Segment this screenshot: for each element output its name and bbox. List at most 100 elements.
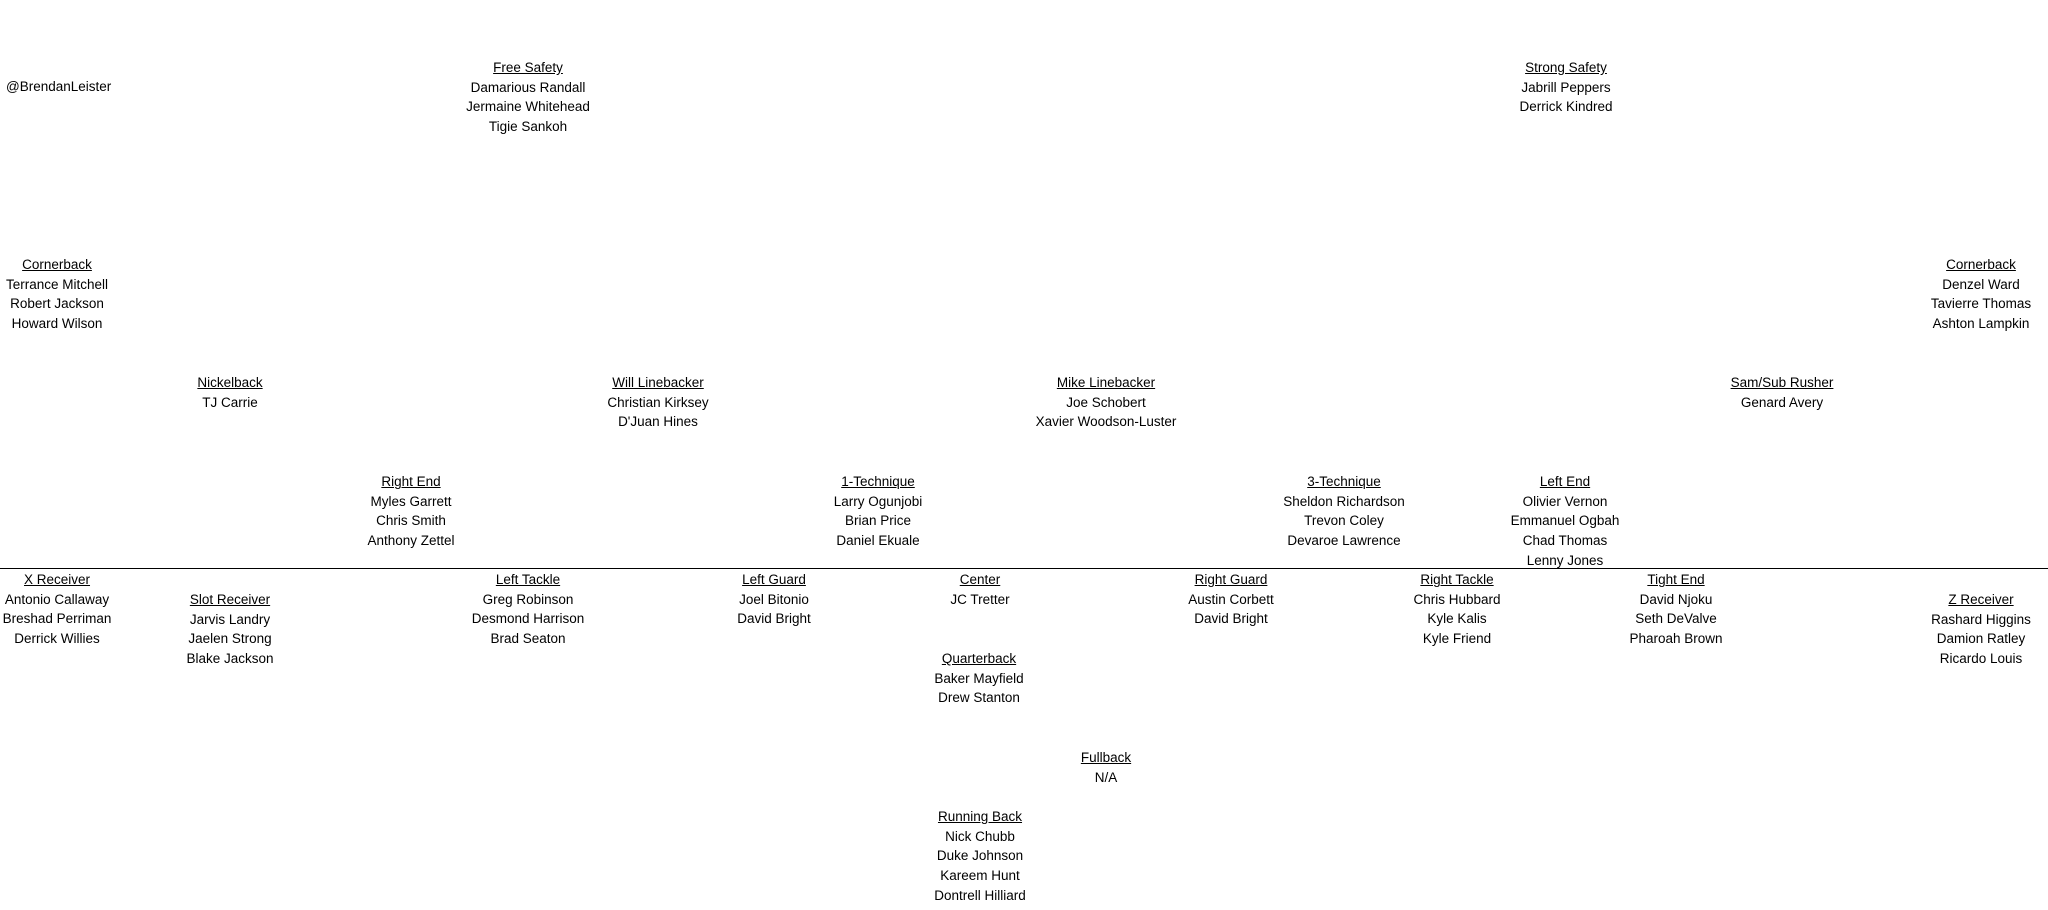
position-left-tackle: Left Tackle Greg Robinson Desmond Harris… — [408, 570, 648, 649]
player-name: Kyle Kalis — [1427, 611, 1487, 627]
player-name: Nick Chubb — [945, 828, 1015, 844]
position-title: Strong Safety — [1525, 60, 1607, 75]
player-name: Sheldon Richardson — [1283, 493, 1405, 509]
player-name: Dontrell Hilliard — [934, 887, 1026, 903]
position-1-technique: 1-Technique Larry Ogunjobi Brian Price D… — [758, 472, 998, 551]
player-name: Damion Ratley — [1936, 631, 2026, 647]
player-name: Joe Schobert — [1066, 394, 1146, 410]
player-name: Larry Ogunjobi — [833, 493, 923, 509]
player-name: Devaroe Lawrence — [1287, 533, 1401, 549]
player-name: Blake Jackson — [186, 651, 274, 667]
player-name: Emmanuel Ogbah — [1510, 513, 1620, 529]
player-name: Tigie Sankoh — [488, 119, 568, 135]
position-left-guard: Left Guard Joel Bitonio David Bright — [654, 570, 894, 629]
position-right-guard: Right Guard Austin Corbett David Bright — [1111, 570, 1351, 629]
position-title: Sam/Sub Rusher — [1730, 375, 1834, 390]
player-name: Chad Thomas — [1522, 533, 1608, 549]
position-will-linebacker: Will Linebacker Christian Kirksey D'Juan… — [538, 373, 778, 432]
player-name: D'Juan Hines — [618, 414, 698, 430]
position-running-back: Running Back Nick Chubb Duke Johnson Kar… — [860, 807, 1100, 906]
player-name: Antonio Callaway — [4, 591, 110, 607]
position-quarterback: Quarterback Baker Mayfield Drew Stanton — [859, 649, 1099, 708]
player-name: Myles Garrett — [370, 493, 452, 509]
player-name: Joel Bitonio — [739, 591, 809, 607]
player-name: Duke Johnson — [936, 848, 1024, 864]
position-title: 3-Technique — [1307, 474, 1381, 489]
player-name: Austin Corbett — [1188, 591, 1274, 607]
position-tight-end: Tight End David Njoku Seth DeValve Pharo… — [1556, 570, 1796, 649]
position-title: Left End — [1539, 474, 1591, 489]
player-name: Brad Seaton — [490, 631, 566, 647]
player-name: Genard Avery — [1740, 394, 1824, 410]
player-name: Christian Kirksey — [607, 394, 709, 410]
player-name: Tavierre Thomas — [1930, 296, 2032, 312]
player-name: Damarious Randall — [470, 79, 586, 95]
position-title: Free Safety — [493, 60, 563, 75]
player-name: Baker Mayfield — [934, 670, 1024, 686]
player-name: David Bright — [1194, 611, 1268, 627]
position-title: Mike Linebacker — [1056, 375, 1156, 390]
player-name: Chris Smith — [376, 513, 446, 529]
player-name: Derrick Kindred — [1519, 99, 1613, 115]
position-title: Slot Receiver — [189, 592, 271, 607]
position-nickelback: Nickelback TJ Carrie — [110, 373, 350, 412]
player-name: Seth DeValve — [1635, 611, 1717, 627]
position-title: Cornerback — [22, 257, 92, 272]
position-title: Right Tackle — [1420, 572, 1494, 587]
position-title: Cornerback — [1946, 257, 2016, 272]
player-name: Trevon Coley — [1304, 513, 1384, 529]
player-name: Desmond Harrison — [471, 611, 585, 627]
player-name: Daniel Ekuale — [836, 533, 920, 549]
position-title: X Receiver — [23, 572, 91, 587]
position-strong-safety: Strong Safety Jabrill Peppers Derrick Ki… — [1446, 58, 1686, 117]
player-name: Jermaine Whitehead — [466, 99, 590, 115]
player-name: Howard Wilson — [11, 316, 103, 332]
position-title: Center — [959, 572, 1001, 587]
player-name: Ricardo Louis — [1939, 651, 2023, 667]
player-name: Pharoah Brown — [1629, 631, 1723, 647]
position-3-technique: 3-Technique Sheldon Richardson Trevon Co… — [1224, 472, 1464, 551]
player-name: Denzel Ward — [1942, 276, 2020, 292]
player-name: David Bright — [737, 611, 811, 627]
position-free-safety: Free Safety Damarious Randall Jermaine W… — [408, 58, 648, 137]
position-title: Nickelback — [197, 375, 263, 390]
position-title: Right Guard — [1194, 572, 1268, 587]
position-title: Running Back — [937, 809, 1023, 824]
player-name: Kareem Hunt — [940, 868, 1020, 884]
player-name: David Njoku — [1639, 591, 1713, 607]
player-name: Kyle Friend — [1422, 631, 1492, 647]
player-name: Greg Robinson — [482, 591, 574, 607]
position-cornerback-left: Cornerback Terrance Mitchell Robert Jack… — [0, 255, 177, 334]
line-of-scrimmage — [0, 568, 2048, 569]
position-title: Tight End — [1647, 572, 1705, 587]
position-center: Center JC Tretter — [860, 570, 1100, 609]
player-name: Brian Price — [844, 513, 912, 529]
position-title: Fullback — [1080, 750, 1132, 765]
player-name: Breshad Perriman — [2, 611, 112, 627]
player-name: TJ Carrie — [202, 394, 258, 410]
player-name: Anthony Zettel — [367, 533, 455, 549]
position-title: Will Linebacker — [612, 375, 704, 390]
position-slot-receiver: Slot Receiver Jarvis Landry Jaelen Stron… — [110, 590, 350, 669]
position-cornerback-right: Cornerback Denzel Ward Tavierre Thomas A… — [1861, 255, 2048, 334]
player-name: Lenny Jones — [1526, 552, 1604, 568]
position-mike-linebacker: Mike Linebacker Joe Schobert Xavier Wood… — [986, 373, 1226, 432]
player-name: N/A — [1094, 769, 1118, 785]
position-left-end: Left End Olivier Vernon Emmanuel Ogbah C… — [1445, 472, 1685, 571]
position-title: Z Receiver — [1948, 592, 2014, 607]
player-name: Jabrill Peppers — [1521, 79, 1611, 95]
player-name: JC Tretter — [950, 591, 1010, 607]
player-name: Xavier Woodson-Luster — [1035, 414, 1177, 430]
author-handle: @BrendanLeister — [6, 79, 112, 94]
position-sam-sub-rusher: Sam/Sub Rusher Genard Avery — [1662, 373, 1902, 412]
player-name: Olivier Vernon — [1522, 493, 1608, 509]
position-title: Left Tackle — [495, 572, 561, 587]
player-name: Jaelen Strong — [188, 631, 272, 647]
position-right-end: Right End Myles Garrett Chris Smith Anth… — [291, 472, 531, 551]
position-title: Quarterback — [941, 651, 1017, 666]
player-name: Terrance Mitchell — [5, 276, 109, 292]
player-name: Rashard Higgins — [1931, 611, 2031, 627]
player-name: Chris Hubbard — [1413, 591, 1501, 607]
player-name: Ashton Lampkin — [1932, 316, 2030, 332]
